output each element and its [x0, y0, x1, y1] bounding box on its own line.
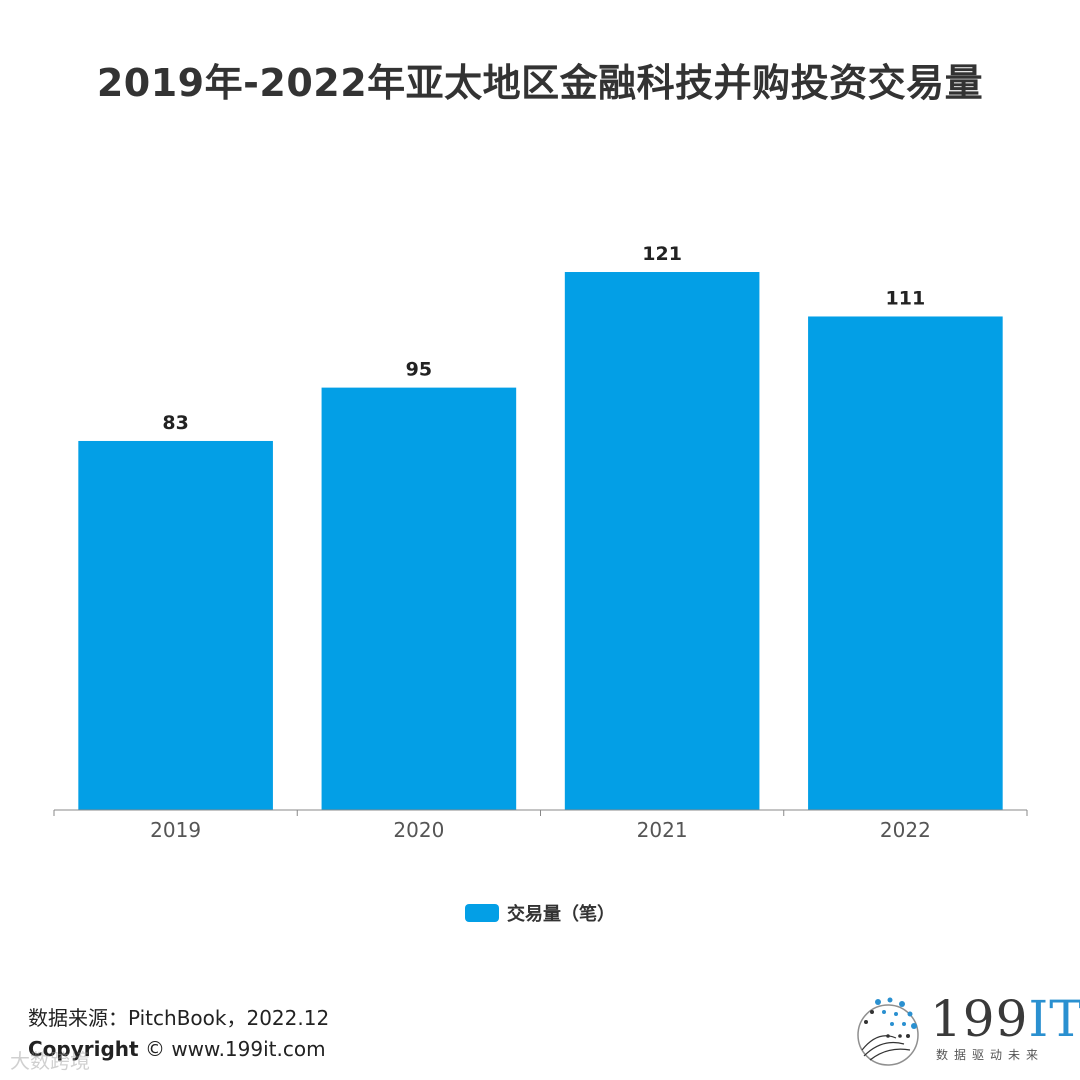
- data-source: 数据来源：PitchBook，2022.12: [28, 1006, 330, 1030]
- data-label-2019: 83: [162, 412, 188, 434]
- data-label-2022: 111: [886, 287, 926, 309]
- logo-dots-icon: [857, 997, 919, 1066]
- x-tick-label-2020: 2020: [393, 818, 444, 842]
- x-tick-label-2019: 2019: [150, 818, 201, 842]
- bar-chart: 83 2019 95 2020 121 2021 111 2022: [53, 243, 1028, 842]
- bar-2019: [78, 440, 273, 810]
- bar-2020: [321, 387, 517, 810]
- logo-subtitle: 数据驱动未来: [936, 1048, 1045, 1062]
- copyright: Copyright © www.199it.com: [28, 1037, 326, 1061]
- copyright-url: © www.199it.com: [144, 1037, 326, 1061]
- data-label-2021: 121: [642, 243, 682, 265]
- logo-199it: 199IT 数据驱动未来: [848, 990, 1080, 1070]
- legend-swatch: [465, 904, 499, 922]
- data-label-2020: 95: [406, 359, 432, 381]
- bar-2022: [808, 316, 1003, 810]
- x-tick-label-2022: 2022: [880, 818, 931, 842]
- chart-title: 2019年-2022年亚太地区金融科技并购投资交易量: [96, 61, 984, 105]
- x-tick-label-2021: 2021: [637, 818, 688, 842]
- legend: 交易量（笔）: [0, 900, 1080, 926]
- copyright-label: Copyright: [28, 1037, 139, 1061]
- legend-label: 交易量（笔）: [507, 904, 615, 925]
- logo-text: 199IT: [930, 990, 1080, 1048]
- bar-2021: [564, 272, 760, 810]
